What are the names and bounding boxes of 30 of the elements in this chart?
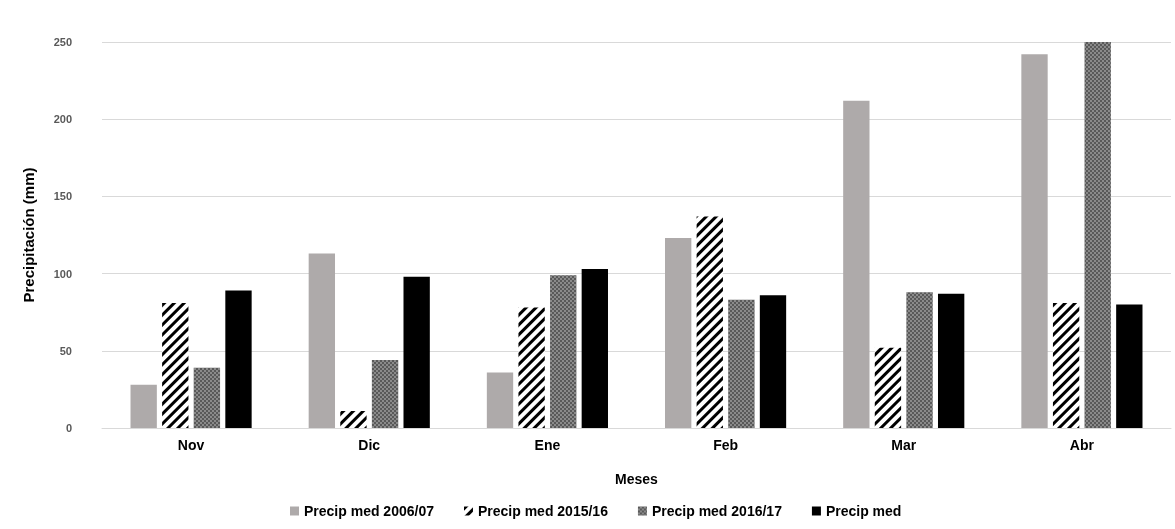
y-tick-label: 250 (53, 36, 72, 48)
x-tick-label: Mar (891, 437, 917, 453)
bar (581, 268, 608, 428)
y-tick-label: 0 (65, 422, 72, 434)
bar (403, 276, 430, 428)
bar (225, 290, 252, 428)
bar (937, 293, 965, 428)
bar (843, 100, 870, 428)
x-tick-label: Ene (534, 437, 561, 453)
x-axis-title: Meses (615, 471, 659, 487)
bar (1021, 54, 1048, 428)
legend-label: Precip med 2006/07 (304, 503, 435, 519)
y-tick-label: 100 (53, 267, 72, 280)
y-tick-label: 50 (59, 344, 72, 357)
legend-label: Precip med 2016/17 (651, 503, 783, 519)
bar (130, 384, 157, 428)
y-tick-label: 150 (53, 190, 72, 203)
bar (1116, 304, 1143, 428)
bar (486, 372, 514, 428)
bar (759, 295, 787, 428)
legend-label: Precip med (825, 503, 902, 519)
x-tick-label: Dic (358, 437, 381, 453)
x-tick-label: Feb (713, 437, 739, 453)
bar (665, 238, 692, 428)
y-axis-title: Precipitación (mm) (20, 167, 37, 303)
legend-label: Precip med 2015/16 (477, 503, 609, 519)
y-tick-label: 200 (53, 113, 72, 126)
x-tick-label: Abr (1069, 437, 1095, 453)
x-tick-label: Nov (177, 437, 205, 453)
bar (308, 253, 336, 428)
